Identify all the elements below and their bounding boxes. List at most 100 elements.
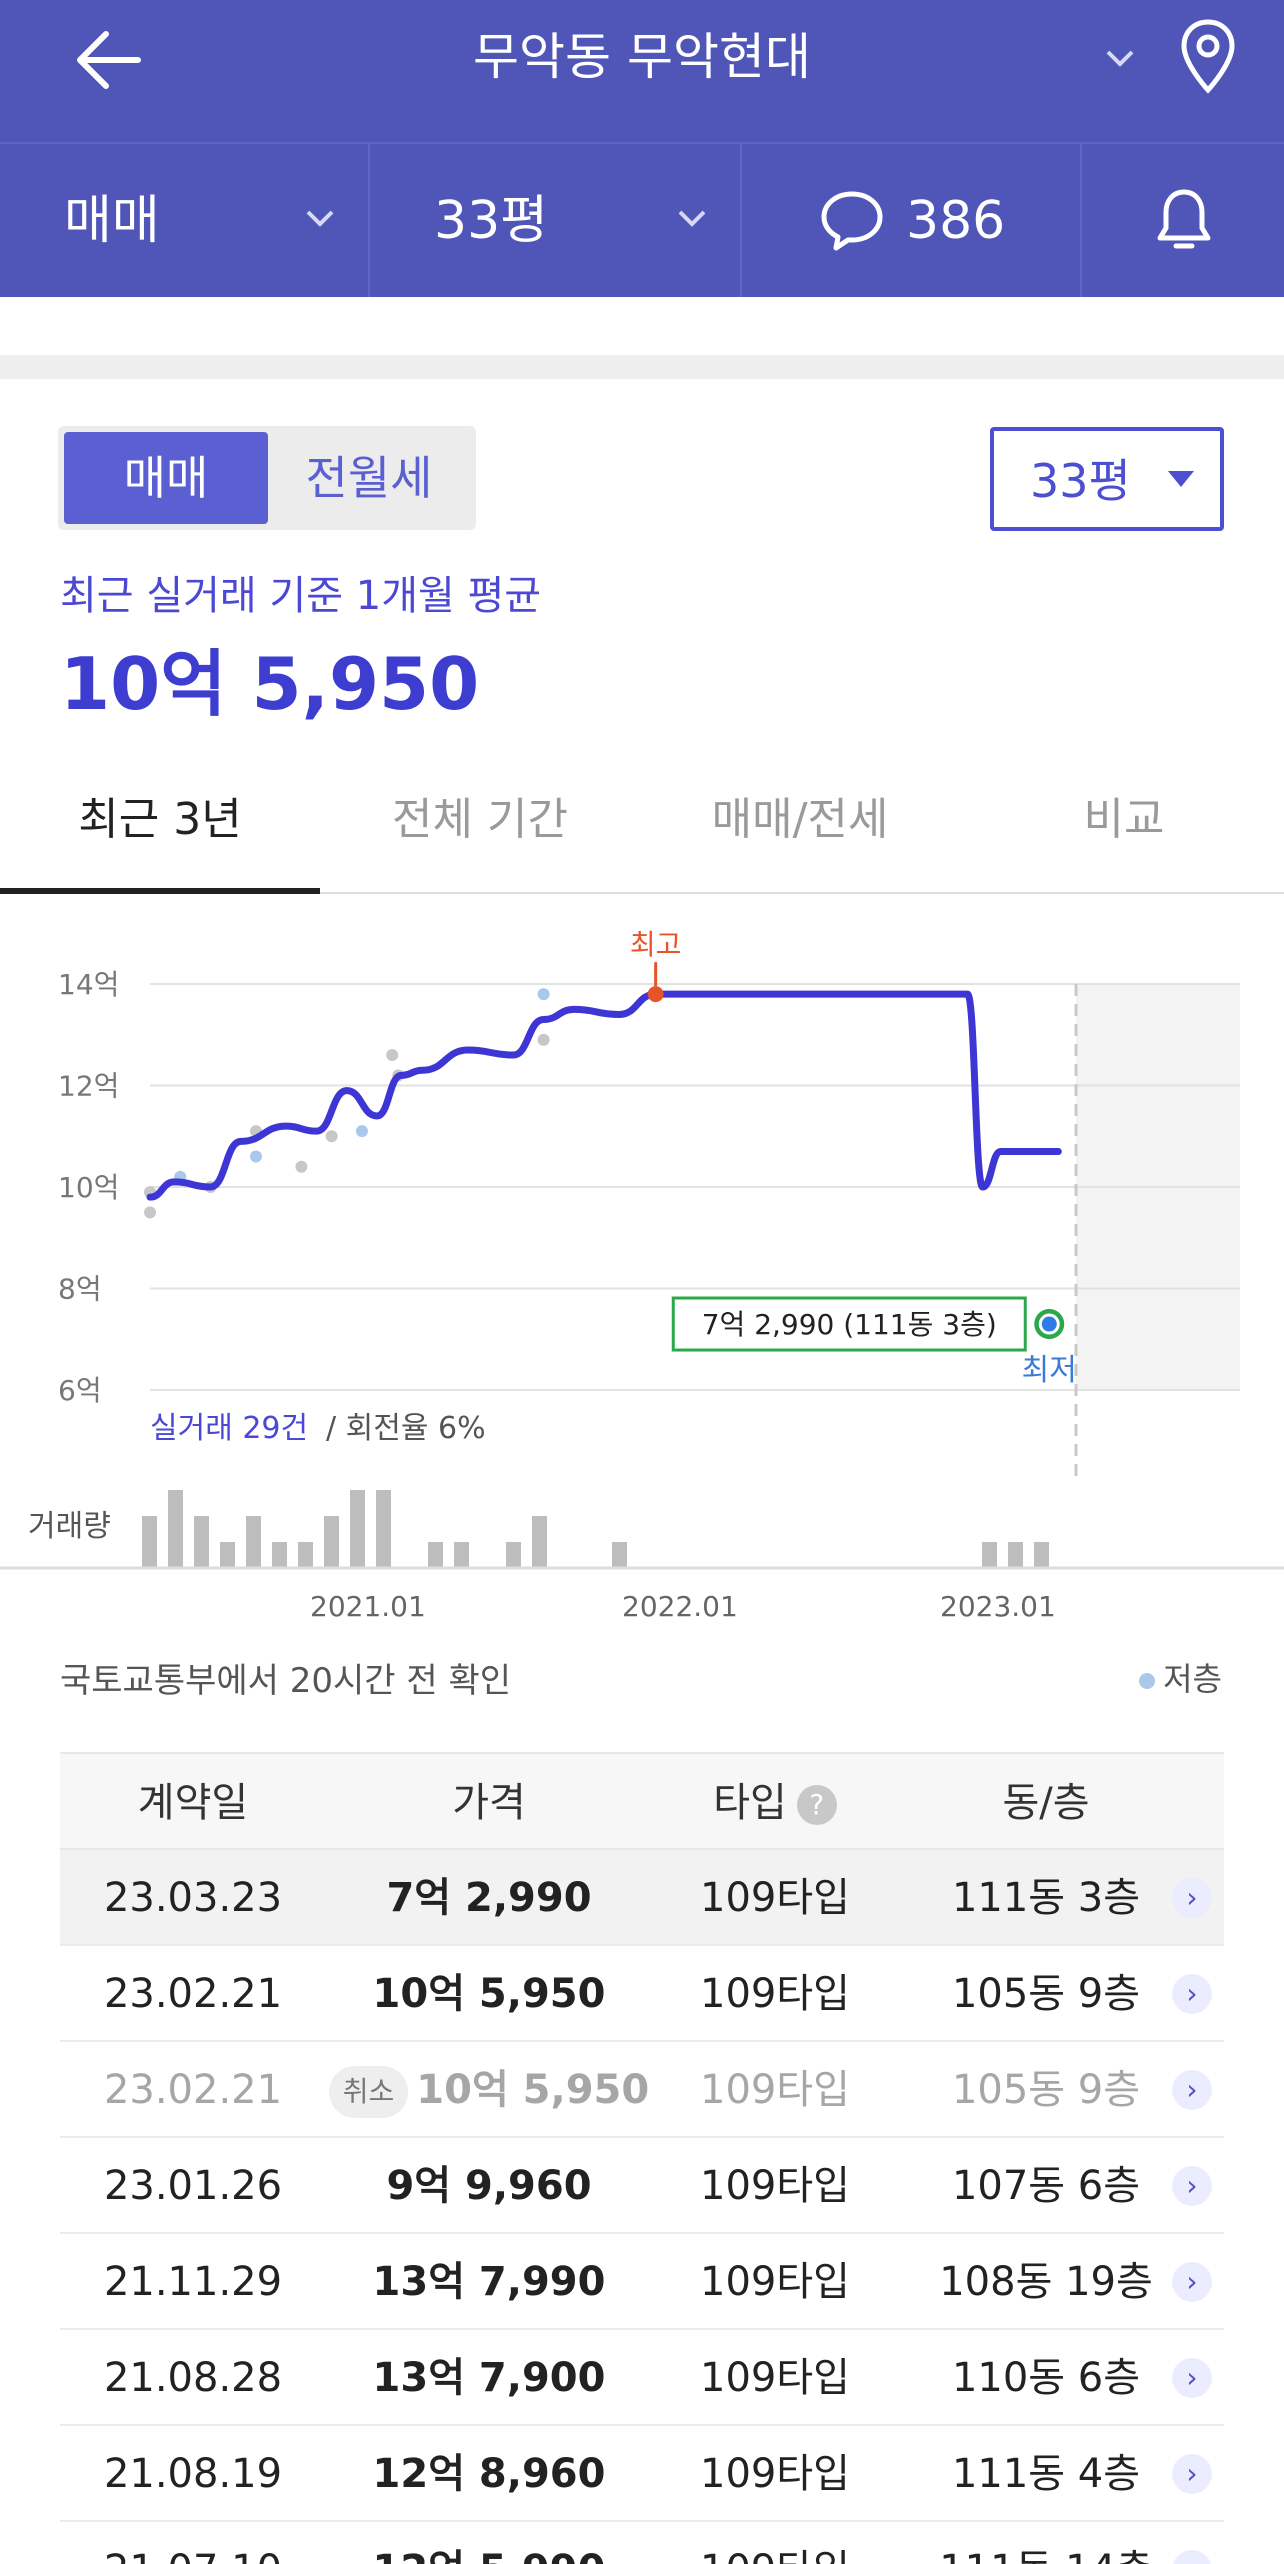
legend-low-label: 저층 xyxy=(1163,1660,1222,1698)
col-unit: 동/층 xyxy=(1002,1780,1090,1826)
tab-all-period[interactable]: 전체 기간 xyxy=(392,794,568,845)
notification-button[interactable] xyxy=(1082,144,1284,297)
trade-point xyxy=(537,988,550,1001)
x-tick-2022: 2022.01 xyxy=(622,1590,738,1623)
col-type-label: 타입 xyxy=(713,1780,787,1826)
volume-bar xyxy=(506,1542,521,1568)
volume-bar xyxy=(246,1516,261,1568)
row-date: 21.11.29 xyxy=(103,2259,283,2305)
speech-bubble-icon xyxy=(821,191,883,251)
y-tick-label: 6억 xyxy=(58,1374,102,1407)
table-row[interactable]: 23.02.21 10억 5,950 109타입 105동 9층 › xyxy=(60,1946,1224,2042)
row-price: 10억 5,950 xyxy=(416,2067,650,2113)
comments-button[interactable]: 386 xyxy=(742,144,1082,297)
row-type: 109타입 xyxy=(700,2259,850,2305)
row-type: 109타입 xyxy=(700,1971,850,2017)
row-type: 109타입 xyxy=(700,1875,850,1921)
chevron-down-icon xyxy=(306,210,334,227)
location-pin-icon[interactable] xyxy=(1178,16,1238,96)
table-row[interactable]: 21.11.29 13억 7,990 109타입 108동 19층 › xyxy=(60,2234,1224,2330)
trade-segment-control: 매매 전월세 xyxy=(58,426,476,530)
back-arrow-icon[interactable] xyxy=(72,28,144,92)
low-label: 최저 xyxy=(1022,1353,1077,1388)
row-price: 10억 5,950 xyxy=(372,1971,606,2017)
row-date: 23.03.23 xyxy=(103,1875,283,1921)
row-price: 13억 7,990 xyxy=(372,2259,606,2305)
row-date: 23.02.21 xyxy=(103,2067,283,2113)
high-label: 최고 xyxy=(630,928,682,961)
table-row[interactable]: 21.07.10 12억 5,990 109타입 111동 14층 › xyxy=(60,2522,1224,2564)
chevron-right-icon[interactable]: › xyxy=(1172,2454,1212,2494)
row-type: 109타입 xyxy=(700,2163,850,2209)
volume-bar xyxy=(168,1490,183,1568)
caret-down-icon xyxy=(1168,471,1194,487)
low-tooltip-box xyxy=(671,1296,1027,1352)
bell-icon xyxy=(1157,189,1211,249)
app-header: 무악동 무악현대 xyxy=(0,0,1284,142)
high-dot xyxy=(647,986,664,1003)
row-unit: 110동 6층 xyxy=(951,2355,1141,2401)
row-unit: 105동 9층 xyxy=(951,2067,1141,2113)
trade-point xyxy=(537,1033,550,1046)
volume-bar xyxy=(1034,1542,1049,1568)
y-tick-label: 8억 xyxy=(58,1273,102,1306)
chevron-right-icon[interactable]: › xyxy=(1172,1974,1212,2014)
chevron-right-icon[interactable]: › xyxy=(1172,2358,1212,2398)
transaction-table: 계약일 가격 타입? 동/층 23.03.23 7억 2,990 109타입 1… xyxy=(60,1752,1224,2564)
trade-point xyxy=(355,1125,368,1138)
data-source: 국토교통부에서 20시간 전 확인 xyxy=(60,1661,512,1701)
tab-sale-jeonse[interactable]: 매매/전세 xyxy=(711,794,889,845)
low-tooltip-text: 7억 2,990 (111동 3층) xyxy=(702,1308,997,1341)
filter-bar: 매매 33평 386 xyxy=(0,142,1284,297)
chevron-down-icon[interactable] xyxy=(1104,46,1136,70)
chevron-right-icon[interactable]: › xyxy=(1172,2550,1212,2564)
comment-count: 386 xyxy=(906,191,1006,251)
tab-compare[interactable]: 비교 xyxy=(1083,794,1165,845)
row-unit: 105동 9층 xyxy=(951,1971,1141,2017)
volume-label: 거래량 xyxy=(28,1509,111,1544)
segment-rent[interactable]: 전월세 xyxy=(305,451,433,505)
row-date: 21.08.28 xyxy=(103,2355,283,2401)
x-tick-2021: 2021.01 xyxy=(310,1590,426,1623)
help-icon[interactable]: ? xyxy=(796,1785,837,1825)
volume-bar xyxy=(428,1542,443,1568)
volume-bar xyxy=(194,1516,209,1568)
period-tabs: 최근 3년 전체 기간 매매/전세 비교 xyxy=(0,770,1284,894)
row-type: 109타입 xyxy=(700,2355,850,2401)
row-price: 12억 8,960 xyxy=(372,2451,606,2497)
area-select[interactable]: 33평 xyxy=(990,427,1224,531)
volume-bar xyxy=(376,1490,391,1568)
table-row[interactable]: 23.03.23 7억 2,990 109타입 111동 3층 › xyxy=(60,1850,1224,1946)
chevron-right-icon[interactable]: › xyxy=(1172,1878,1212,1918)
volume-bar xyxy=(982,1542,997,1568)
row-price-cancelled: 취소 10억 5,950 xyxy=(326,2042,652,2138)
row-type: 109타입 xyxy=(652,2522,898,2564)
col-price: 가격 xyxy=(452,1780,526,1826)
chevron-right-icon[interactable]: › xyxy=(1172,2070,1212,2110)
chevron-right-icon[interactable]: › xyxy=(1172,2166,1212,2206)
volume-bar xyxy=(272,1542,287,1568)
area-label: 33평 xyxy=(434,191,549,251)
average-label: 최근 실거래 기준 1개월 평균 xyxy=(60,573,542,619)
cancel-badge: 취소 xyxy=(328,2066,409,2118)
high-marker: 최고 xyxy=(630,928,682,1003)
area-dropdown[interactable]: 33평 xyxy=(370,144,742,297)
row-price: 7억 2,990 xyxy=(386,1875,592,1921)
volume-bar xyxy=(454,1542,469,1568)
y-tick-label: 10억 xyxy=(58,1171,119,1204)
table-row[interactable]: 21.08.19 12억 8,960 109타입 111동 4층 › xyxy=(60,2426,1224,2522)
trade-type-dropdown[interactable]: 매매 xyxy=(0,144,370,297)
table-row[interactable]: 23.01.26 9억 9,960 109타입 107동 6층 › xyxy=(60,2138,1224,2234)
x-axis: 2021.01 2022.01 2023.01 xyxy=(0,1572,1284,1652)
row-unit: 111동 3층 xyxy=(951,1875,1141,1921)
table-row-cancelled[interactable]: 23.02.21 취소 10억 5,950 109타입 105동 9층 › xyxy=(60,2042,1224,2138)
segment-sale[interactable]: 매매 xyxy=(64,432,268,524)
low-dot xyxy=(1038,1313,1060,1335)
volume-bar xyxy=(220,1542,235,1568)
tab-recent-3y[interactable]: 최근 3년 xyxy=(0,770,320,894)
volume-bar xyxy=(350,1490,365,1568)
table-row[interactable]: 21.08.28 13억 7,900 109타입 110동 6층 › xyxy=(60,2330,1224,2426)
chevron-right-icon[interactable]: › xyxy=(1172,2262,1212,2302)
y-tick-label: 14억 xyxy=(58,968,119,1001)
low-marker[interactable]: 7억 2,990 (111동 3층) 최저 xyxy=(671,1296,1077,1388)
